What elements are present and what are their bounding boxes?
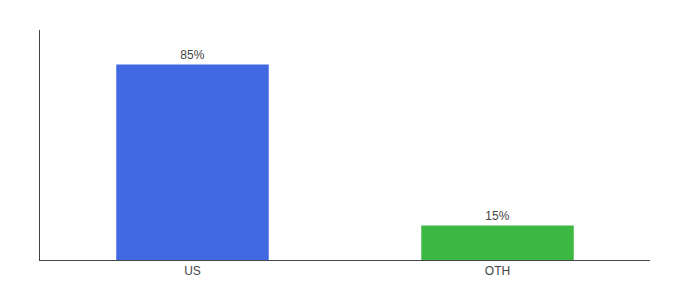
svg-text:US: US	[184, 264, 201, 278]
svg-text:OTH: OTH	[485, 264, 510, 278]
svg-text:15%: 15%	[485, 209, 509, 223]
svg-text:85%: 85%	[180, 48, 204, 62]
